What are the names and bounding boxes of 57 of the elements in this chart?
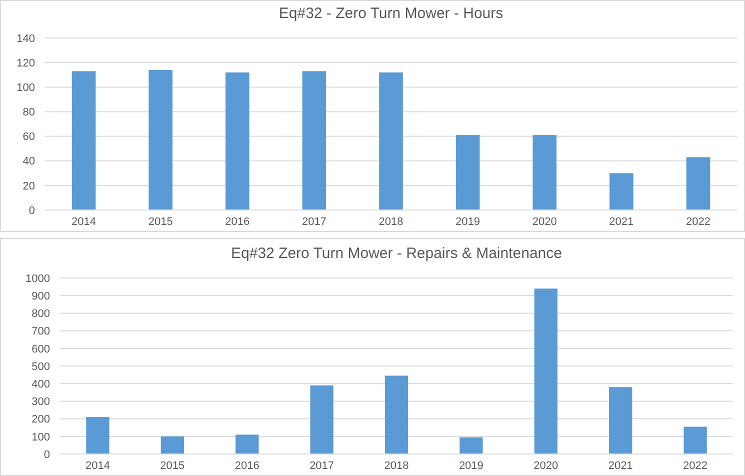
x-tick-label: 2014 [85, 460, 110, 472]
y-tick-label: 500 [32, 360, 50, 373]
x-tick-label: 2019 [456, 216, 480, 228]
y-tick-label: 120 [16, 57, 35, 70]
y-tick-label: 400 [32, 378, 50, 390]
bar [609, 387, 632, 454]
x-tick-label: 2019 [458, 460, 484, 472]
y-tick-label: 140 [16, 32, 35, 45]
y-tick-label: 300 [32, 396, 50, 408]
x-tick-label: 2015 [148, 216, 173, 228]
chart-title: Eq#32 Zero Turn Mower - Repairs & Maintenance [231, 245, 562, 262]
chart-title: Eq#32 - Zero Turn Mower - Hours [278, 5, 504, 22]
x-tick-label: 2016 [225, 216, 250, 228]
bar [160, 436, 184, 454]
x-tick-label: 2022 [683, 460, 708, 472]
bar [456, 135, 480, 210]
y-tick-label: 80 [22, 106, 35, 119]
y-tick-label: 100 [32, 431, 50, 444]
bar [302, 71, 326, 210]
y-tick-label: 1000 [26, 272, 50, 285]
bar [236, 434, 259, 454]
y-tick-label: 600 [32, 343, 50, 356]
bar [72, 71, 96, 210]
x-tick-label: 2014 [72, 216, 96, 228]
x-tick-label: 2018 [378, 216, 404, 228]
bar [86, 417, 110, 454]
x-tick-label: 2017 [310, 460, 334, 472]
bar [534, 288, 558, 454]
x-tick-label: 2016 [234, 460, 260, 472]
y-tick-label: 700 [32, 326, 50, 338]
x-tick-label: 2021 [608, 460, 633, 472]
bar [532, 135, 557, 210]
x-tick-label: 2018 [384, 460, 409, 472]
bar [225, 72, 250, 210]
y-tick-label: 100 [16, 82, 35, 94]
bar [384, 376, 408, 454]
y-tick-label: 40 [22, 156, 35, 168]
y-tick-label: 20 [22, 180, 35, 192]
bar [379, 72, 403, 210]
y-tick-label: 60 [22, 131, 35, 144]
x-tick-label: 2015 [160, 460, 185, 472]
bar [686, 157, 710, 210]
bar [310, 385, 334, 454]
x-tick-label: 2021 [609, 216, 634, 228]
bar [610, 173, 634, 210]
x-tick-label: 2020 [534, 460, 558, 472]
y-tick-label: 0 [44, 448, 50, 461]
bar [684, 426, 707, 454]
y-tick-label: 200 [32, 414, 50, 426]
x-tick-label: 2017 [302, 216, 326, 228]
y-tick-label: 800 [32, 308, 50, 320]
x-tick-label: 2020 [532, 216, 557, 228]
x-tick-label: 2022 [686, 216, 710, 228]
bar [148, 70, 172, 210]
y-tick-label: 0 [28, 204, 35, 217]
bar [460, 437, 483, 454]
y-tick-label: 900 [32, 290, 50, 302]
